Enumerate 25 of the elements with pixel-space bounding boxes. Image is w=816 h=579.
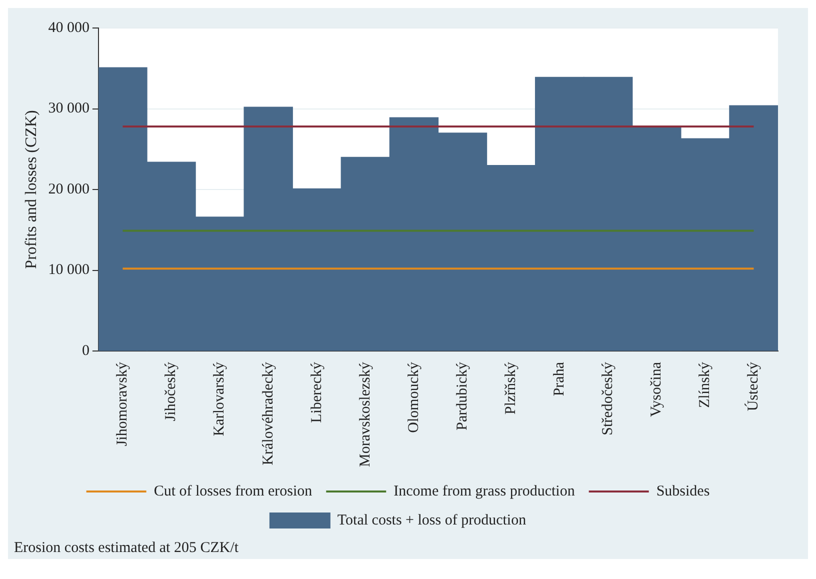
y-tick-label: 0 bbox=[82, 342, 90, 359]
legend-label: Subsides bbox=[656, 483, 710, 500]
legend-label: Cut of losses from erosion bbox=[154, 483, 313, 500]
x-tick-label: Vysočina bbox=[648, 362, 665, 418]
x-tick-label: Praha bbox=[552, 362, 568, 396]
y-tick-label: 30 000 bbox=[48, 100, 90, 117]
x-tick-label: Karlovarský bbox=[212, 362, 228, 436]
x-tick-label: Středočeský bbox=[600, 362, 616, 436]
x-tick-label: Pardubický bbox=[454, 362, 470, 430]
y-axis-title: Profits and losses (CZK) bbox=[22, 110, 40, 269]
x-tick-label: Zlínský bbox=[697, 362, 714, 408]
x-tick-label: Olomoucký bbox=[406, 362, 422, 433]
y-tick-label: 10 000 bbox=[48, 262, 90, 278]
x-tick-label: Moravskoslezský bbox=[357, 362, 374, 468]
y-tick-label: 20 000 bbox=[48, 181, 90, 198]
x-tick-label: Liberecký bbox=[308, 362, 325, 423]
y-tick-label: 40 000 bbox=[48, 20, 90, 36]
text: Erosion costs estimated at 205 CZK/t bbox=[13, 539, 240, 558]
legend-label: Income from grass production bbox=[394, 483, 576, 500]
x-tick-label: Jihomoravský bbox=[114, 362, 131, 446]
x-tick-label: Jihočeský bbox=[163, 362, 180, 422]
x-tick-label: Ústecký bbox=[744, 362, 762, 412]
legend-label: Total costs + loss of production bbox=[337, 512, 527, 528]
x-tick-label: Plzřňský bbox=[502, 362, 519, 415]
x-tick-label: Královéhradecký bbox=[260, 362, 276, 466]
